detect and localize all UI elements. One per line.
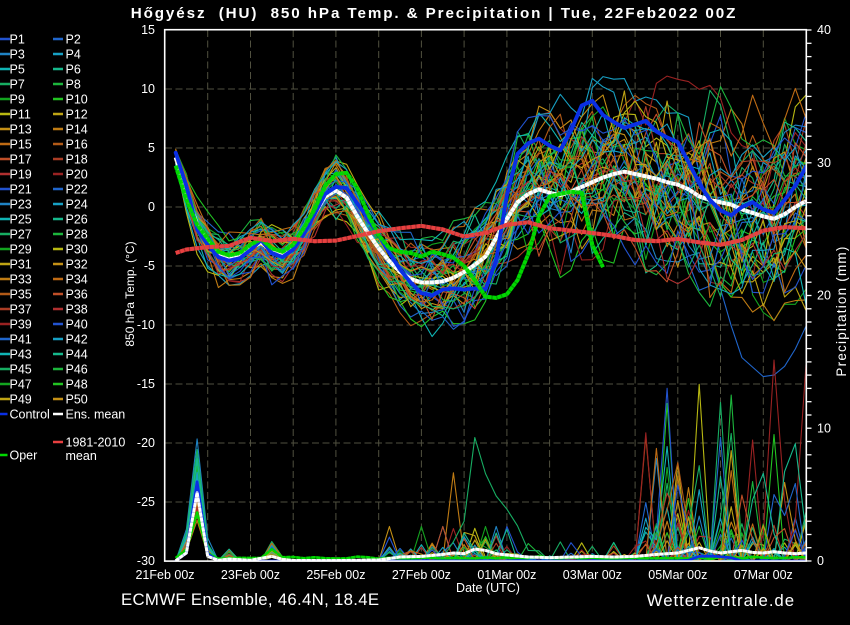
svg-text:P36: P36 xyxy=(66,288,88,302)
svg-text:10: 10 xyxy=(141,82,155,96)
svg-text:P17: P17 xyxy=(10,153,32,167)
svg-text:-5: -5 xyxy=(144,259,155,273)
svg-text:P31: P31 xyxy=(10,258,32,272)
svg-text:01Mar 00z: 01Mar 00z xyxy=(477,568,536,582)
svg-text:P20: P20 xyxy=(66,168,88,182)
svg-text:40: 40 xyxy=(817,23,831,37)
svg-text:P50: P50 xyxy=(66,393,88,407)
svg-text:P3: P3 xyxy=(10,48,25,62)
svg-text:P12: P12 xyxy=(66,108,88,122)
svg-text:P15: P15 xyxy=(10,138,32,152)
svg-text:P34: P34 xyxy=(66,273,88,287)
svg-text:Wetterzentrale.de: Wetterzentrale.de xyxy=(647,591,795,610)
svg-text:Oper: Oper xyxy=(10,449,38,463)
svg-text:0: 0 xyxy=(148,200,155,214)
svg-text:21Feb 00z: 21Feb 00z xyxy=(135,568,194,582)
svg-text:15: 15 xyxy=(141,23,155,37)
svg-text:10: 10 xyxy=(817,421,831,435)
svg-text:Date (UTC): Date (UTC) xyxy=(456,581,520,595)
svg-text:P9: P9 xyxy=(10,93,25,107)
svg-text:05Mar 00z: 05Mar 00z xyxy=(648,568,707,582)
svg-text:P49: P49 xyxy=(10,393,32,407)
svg-text:-25: -25 xyxy=(137,495,155,509)
svg-text:P38: P38 xyxy=(66,303,88,317)
svg-text:ECMWF Ensemble, 46.4N, 18.4E: ECMWF Ensemble, 46.4N, 18.4E xyxy=(121,590,379,609)
svg-text:P45: P45 xyxy=(10,363,32,377)
svg-text:P21: P21 xyxy=(10,183,32,197)
svg-text:P16: P16 xyxy=(66,138,88,152)
svg-text:P29: P29 xyxy=(10,243,32,257)
svg-text:30: 30 xyxy=(817,156,831,170)
svg-text:P43: P43 xyxy=(10,348,32,362)
svg-text:1981-2010: 1981-2010 xyxy=(66,436,126,450)
svg-text:25Feb 00z: 25Feb 00z xyxy=(306,568,365,582)
svg-text:P2: P2 xyxy=(66,33,81,47)
svg-text:850 hPa Temp. (°C): 850 hPa Temp. (°C) xyxy=(123,241,137,346)
svg-text:P33: P33 xyxy=(10,273,32,287)
svg-text:P40: P40 xyxy=(66,318,88,332)
svg-text:Control: Control xyxy=(10,408,50,422)
svg-text:P48: P48 xyxy=(66,378,88,392)
svg-text:P10: P10 xyxy=(66,93,88,107)
svg-text:P22: P22 xyxy=(66,183,88,197)
svg-text:P26: P26 xyxy=(66,213,88,227)
svg-text:P44: P44 xyxy=(66,348,88,362)
svg-text:03Mar 00z: 03Mar 00z xyxy=(563,568,622,582)
svg-text:07Mar 00z: 07Mar 00z xyxy=(734,568,793,582)
svg-text:P19: P19 xyxy=(10,168,32,182)
svg-text:P41: P41 xyxy=(10,333,32,347)
svg-text:P24: P24 xyxy=(66,198,88,212)
svg-text:P32: P32 xyxy=(66,258,88,272)
svg-text:P46: P46 xyxy=(66,363,88,377)
svg-text:5: 5 xyxy=(148,141,155,155)
svg-text:Hőgyész (HU) 850 hPa Temp. &: Hőgyész (HU) 850 hPa Temp. & Precipitati… xyxy=(131,5,738,22)
svg-text:-20: -20 xyxy=(137,436,155,450)
svg-text:P13: P13 xyxy=(10,123,32,137)
svg-text:P14: P14 xyxy=(66,123,88,137)
svg-text:-30: -30 xyxy=(137,554,155,568)
svg-text:0: 0 xyxy=(817,554,824,568)
svg-text:P8: P8 xyxy=(66,78,81,92)
svg-text:P5: P5 xyxy=(10,63,25,77)
svg-text:P18: P18 xyxy=(66,153,88,167)
svg-text:mean: mean xyxy=(66,449,97,463)
svg-text:Precipitation (mm): Precipitation (mm) xyxy=(834,245,849,376)
svg-text:20: 20 xyxy=(817,289,831,303)
svg-text:23Feb 00z: 23Feb 00z xyxy=(221,568,280,582)
svg-text:P28: P28 xyxy=(66,228,88,242)
svg-text:P37: P37 xyxy=(10,303,32,317)
svg-text:-15: -15 xyxy=(137,377,155,391)
svg-text:P1: P1 xyxy=(10,33,25,47)
svg-text:P35: P35 xyxy=(10,288,32,302)
svg-text:P30: P30 xyxy=(66,243,88,257)
svg-text:P42: P42 xyxy=(66,333,88,347)
svg-text:P39: P39 xyxy=(10,318,32,332)
svg-text:27Feb 00z: 27Feb 00z xyxy=(392,568,451,582)
svg-text:-10: -10 xyxy=(137,318,155,332)
svg-text:P25: P25 xyxy=(10,213,32,227)
svg-text:P11: P11 xyxy=(10,108,31,122)
svg-text:P23: P23 xyxy=(10,198,32,212)
svg-text:P27: P27 xyxy=(10,228,32,242)
svg-text:P4: P4 xyxy=(66,48,81,62)
svg-text:P47: P47 xyxy=(10,378,32,392)
svg-text:Ens. mean: Ens. mean xyxy=(66,408,126,422)
svg-text:P7: P7 xyxy=(10,78,25,92)
svg-text:P6: P6 xyxy=(66,63,81,77)
